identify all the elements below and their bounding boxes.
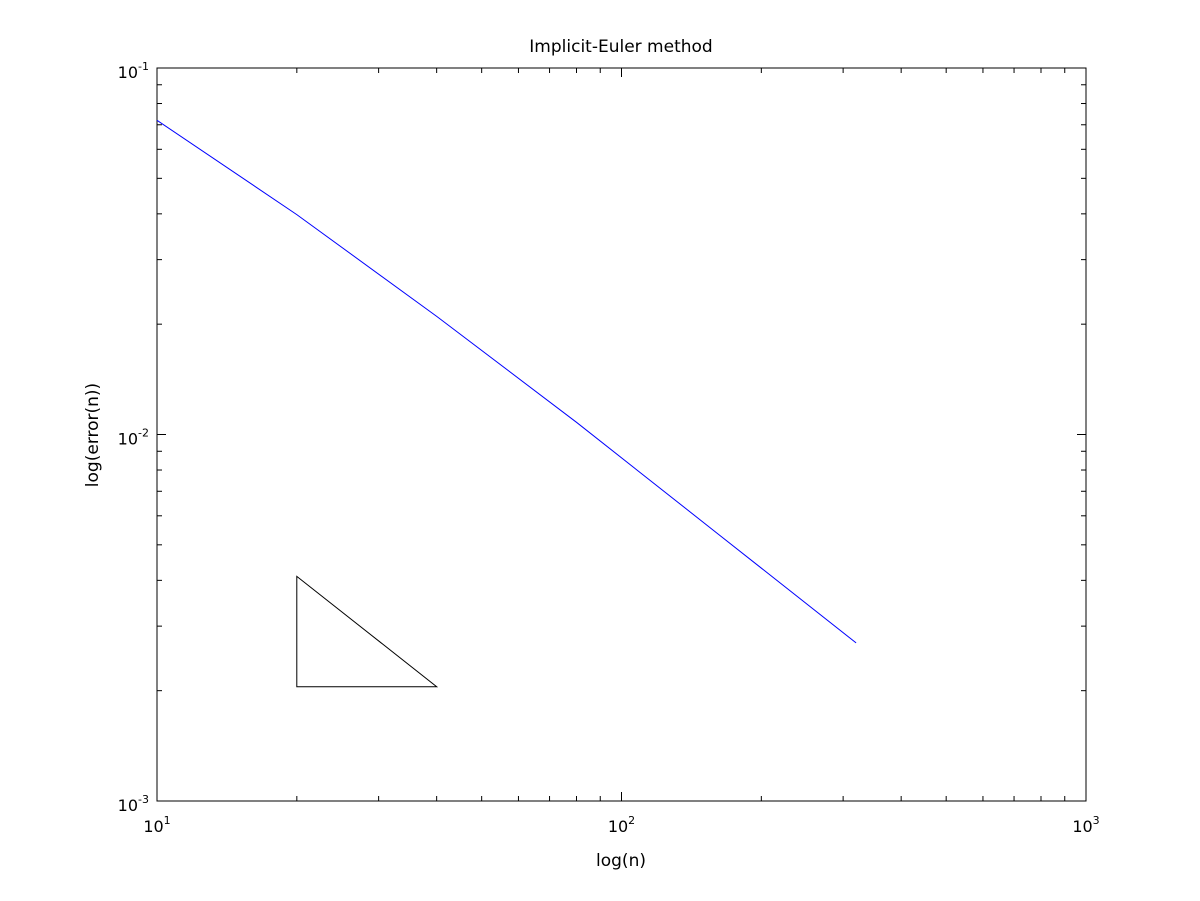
y-tick-label: 10-2 <box>118 427 149 449</box>
x-axis-label: log(n) <box>596 851 646 871</box>
slope-triangle <box>296 575 439 688</box>
minor-ticks <box>157 68 1086 801</box>
tick-labels: 101 102 103 10-3 10-2 10-1 <box>118 60 1100 836</box>
major-ticks <box>157 68 1086 801</box>
x-tick-label: 103 <box>1072 814 1099 836</box>
y-tick-label: 10-3 <box>118 793 149 815</box>
y-axis-label: log(error(n)) <box>83 383 103 487</box>
series-line <box>156 119 857 644</box>
x-tick-label: 102 <box>608 814 635 836</box>
annotation-layer <box>296 575 439 688</box>
chart-title: Implicit-Euler method <box>529 37 712 57</box>
series-layer <box>156 119 857 644</box>
x-tick-label: 101 <box>143 814 170 836</box>
plot-frame <box>156 67 1087 802</box>
y-tick-label: 10-1 <box>118 60 149 82</box>
